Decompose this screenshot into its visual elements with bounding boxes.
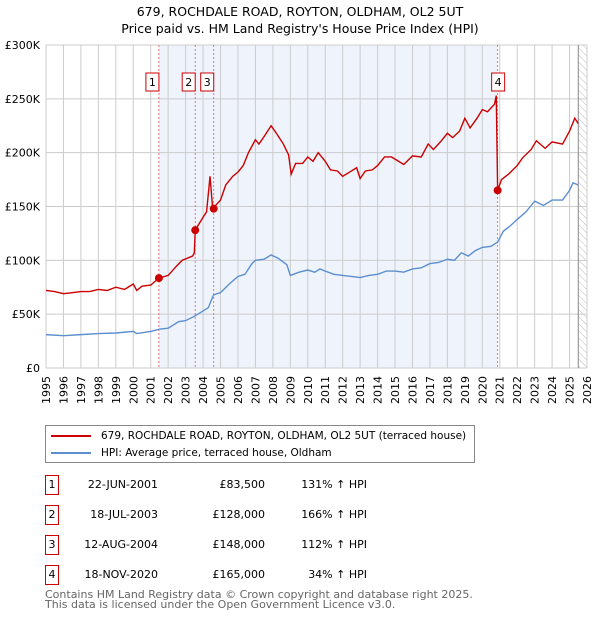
x-tick-label: 2013: [354, 376, 367, 404]
x-tick-label: 1996: [57, 376, 70, 404]
x-tick-label: 2001: [145, 376, 158, 404]
sale-point: [154, 274, 163, 283]
x-tick-label: 2019: [459, 376, 472, 404]
hpi-line: [45, 181, 579, 337]
x-tick-label: 2024: [546, 376, 559, 404]
x-tick-label: 2002: [162, 376, 175, 404]
sale-point: [493, 186, 502, 195]
sale-date: 12-AUG-2004: [84, 538, 158, 551]
x-tick-label: 2026: [581, 376, 594, 404]
x-tick-label: 2012: [337, 376, 350, 404]
sale-badge: [145, 72, 160, 92]
x-tick-label: 2020: [476, 376, 489, 404]
sale-row: 3 12-AUG-2004 £148,000 112% ↑ HPI: [45, 535, 385, 555]
x-tick-label: 2011: [319, 376, 332, 404]
sale-point: [191, 226, 200, 235]
sale-price: £165,000: [212, 568, 266, 581]
y-tick-label: £50K: [12, 308, 41, 321]
x-tick-label: 2023: [529, 376, 542, 404]
x-tick-label: 1995: [40, 376, 53, 404]
sale-badge-label: 4: [495, 76, 502, 89]
x-tick-label: 2025: [564, 376, 577, 404]
sale-badge: [491, 72, 506, 92]
footer-line-1: Contains HM Land Registry data © Crown c…: [45, 588, 473, 601]
x-tick-label: 2005: [215, 376, 228, 404]
sale-badge: [200, 72, 215, 92]
x-tick-label: 2009: [284, 376, 297, 404]
footer-line-2: This data is licensed under the Open Gov…: [45, 598, 396, 611]
x-tick-label: 2003: [180, 376, 193, 404]
sale-number-badge: 3: [45, 535, 59, 555]
sale-badge-label: 1: [149, 76, 156, 89]
sale-hpi-change: 166% ↑ HPI: [301, 508, 367, 521]
y-tick-label: £200K: [5, 147, 41, 160]
y-tick-label: £150K: [5, 201, 41, 214]
legend-item-property: 679, ROCHDALE ROAD, ROYTON, OLDHAM, OL2 …: [51, 428, 466, 444]
x-tick-label: 1997: [75, 376, 88, 404]
sale-number-badge: 4: [45, 565, 59, 585]
sale-number-badge: 1: [45, 475, 59, 495]
sale-number-badge: 2: [45, 505, 59, 525]
x-tick-label: 2000: [127, 376, 140, 404]
x-tick-label: 2018: [441, 376, 454, 404]
sale-badge-label: 3: [204, 76, 211, 89]
x-tick-label: 2014: [372, 376, 385, 404]
legend: 679, ROCHDALE ROAD, ROYTON, OLDHAM, OL2 …: [45, 425, 475, 463]
x-tick-label: 2022: [511, 376, 524, 404]
sale-date: 18-NOV-2020: [84, 568, 158, 581]
sale-date: 18-JUL-2003: [90, 508, 158, 521]
x-tick-label: 2006: [232, 376, 245, 404]
legend-swatch-blue: [51, 452, 91, 454]
sale-row: 4 18-NOV-2020 £165,000 34% ↑ HPI: [45, 565, 385, 585]
y-tick-label: £250K: [5, 93, 41, 106]
footer: Contains HM Land Registry data © Crown c…: [45, 588, 473, 611]
y-tick-label: £0: [26, 362, 40, 375]
sale-hpi-change: 34% ↑ HPI: [308, 568, 367, 581]
plot-area: 1995 1996 1997 1998 1999 2000 2001 2002 2003 2004…: [5, 39, 594, 404]
legend-label: HPI: Average price, terraced house, Oldh…: [101, 447, 332, 459]
sale-row: 1 22-JUN-2001 £83,500 131% ↑ HPI: [45, 475, 385, 495]
legend-item-hpi: HPI: Average price, terraced house, Oldh…: [51, 445, 332, 461]
sale-price: £83,500: [219, 478, 266, 491]
legend-swatch-red: [51, 435, 91, 437]
chart-title: 679, ROCHDALE ROAD, ROYTON, OLDHAM, OL2 …: [136, 4, 464, 19]
x-tick-label: 2010: [302, 376, 315, 404]
x-tick-label: 2008: [267, 376, 280, 404]
x-tick-label: 2007: [249, 376, 262, 404]
sale-hpi-change: 112% ↑ HPI: [301, 538, 367, 551]
sale-price: £148,000: [212, 538, 266, 551]
x-tick-label: 1998: [92, 376, 105, 404]
y-tick-label: £100K: [5, 254, 41, 267]
y-tick-label: £300K: [5, 39, 41, 52]
x-tick-label: 2017: [424, 376, 437, 404]
x-tick-label: 2021: [494, 376, 507, 404]
sale-hpi-change: 131% ↑ HPI: [301, 478, 367, 491]
x-tick-label: 2004: [197, 376, 210, 404]
sale-row: 2 18-JUL-2003 £128,000 166% ↑ HPI: [45, 505, 385, 525]
sale-point: [209, 204, 218, 213]
sale-date: 22-JUN-2001: [87, 478, 158, 491]
sale-badge: [181, 72, 196, 92]
x-tick-label: 1999: [110, 376, 123, 404]
x-tick-label: 2016: [406, 376, 419, 404]
sale-badge-label: 2: [185, 76, 192, 89]
sale-price: £128,000: [212, 508, 266, 521]
x-tick-label: 2015: [389, 376, 402, 404]
chart-subtitle: Price paid vs. HM Land Registry's House …: [121, 21, 479, 36]
legend-label: 679, ROCHDALE ROAD, ROYTON, OLDHAM, OL2 …: [101, 430, 467, 442]
